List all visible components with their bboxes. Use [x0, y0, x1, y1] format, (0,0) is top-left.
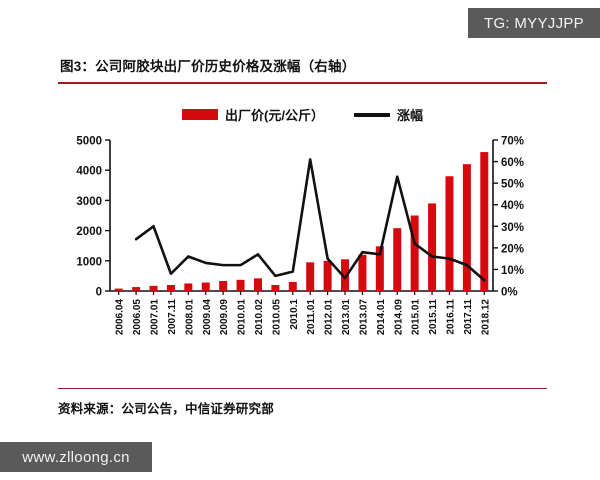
- chart-svg: 0 1000 2000 3000 4000 5000 0% 10% 20% 30% 40% 50% 60…: [76, 135, 524, 335]
- legend-item-line: 涨幅: [353, 105, 423, 124]
- x-axis-tick-label: 2006.05: [132, 298, 143, 335]
- x-axis-tick-label: 2013.01: [341, 298, 352, 335]
- y-axis-right-tick-label: 70%: [501, 135, 524, 147]
- x-axis-tick-label: 2016.11: [445, 298, 456, 334]
- y-axis-right-tick-label: 10%: [501, 265, 524, 277]
- chart-bar: [114, 288, 123, 291]
- x-axis-tick-label: 2018.12: [480, 298, 491, 335]
- chart-bar: [306, 261, 315, 291]
- watermark-bottom-left-text: www.zlloong.cn: [22, 448, 130, 466]
- x-axis-tick-label: 2013.07: [358, 298, 369, 335]
- chart-bar: [462, 163, 471, 291]
- y-axis-left-tick-label: 2000: [76, 226, 102, 238]
- chart-line: [134, 157, 486, 282]
- y-axis-left-tick-label: 4000: [76, 165, 102, 177]
- x-axis-tick-label: 2008.01: [184, 298, 195, 335]
- x-axis-tick-label: 2017.11: [463, 298, 474, 334]
- x-axis-tick-label: 2007.11: [167, 298, 178, 334]
- legend-line-swatch-icon: [353, 112, 390, 117]
- y-axis-left-tick-label: 1000: [76, 256, 102, 268]
- y-axis-right-tick-label: 20%: [501, 243, 524, 255]
- legend-item-bar: 出厂价(元/公斤）: [182, 105, 324, 124]
- chart-bar: [393, 227, 402, 291]
- x-axis-tick-label: 2009.09: [219, 298, 230, 335]
- watermark-top-right-text: TG: MYYJJPP: [484, 14, 584, 32]
- x-axis-tick-label: 2010.05: [271, 298, 282, 335]
- chart-bar: [480, 151, 489, 291]
- chart-legend: 出厂价(元/公斤） 涨幅: [58, 104, 547, 126]
- chart-bar: [341, 258, 350, 291]
- x-axis-tick-label: 2014.01: [376, 298, 387, 335]
- chart-plot-area: 0 1000 2000 3000 4000 5000 0% 10% 20% 30% 40% 50% 60…: [58, 134, 547, 349]
- x-axis-tick-label: 2014.09: [393, 298, 404, 335]
- chart-bar: [410, 215, 419, 291]
- chart-bar: [428, 203, 437, 291]
- chart-bar: [149, 285, 158, 291]
- y-axis-right-tick-label: 0%: [501, 286, 518, 298]
- chart-bar: [236, 279, 245, 291]
- legend-item-bar-label: 出厂价(元/公斤）: [225, 108, 324, 124]
- chart-bar: [132, 286, 141, 291]
- chart-bar: [271, 284, 280, 291]
- x-axis-tick-label: 2009.04: [202, 298, 213, 335]
- x-axis-tick-label: 2010.02: [254, 298, 265, 335]
- x-axis-tick-label: 2015.11: [428, 298, 439, 334]
- chart-bar: [323, 260, 332, 291]
- figure-card: 图3：公司阿胶块出厂价历史价格及涨幅（右轴） 出厂价(元/公斤） 涨幅 0 100…: [58, 47, 547, 425]
- figure-title: 图3：公司阿胶块出厂价历史价格及涨幅（右轴）: [60, 59, 356, 74]
- x-axis-tick-label: 2010.1: [289, 298, 300, 329]
- x-axis-tick-label: 2010.01: [237, 298, 248, 335]
- chart-bar: [166, 284, 175, 291]
- chart-bar: [201, 282, 210, 291]
- watermark-top-right: TG: MYYJJPP: [468, 8, 600, 38]
- y-axis-right-tick-label: 40%: [501, 200, 524, 212]
- chart-bar: [184, 283, 193, 291]
- y-axis-right-tick-label: 30%: [501, 221, 524, 233]
- chart-bar: [288, 281, 297, 291]
- x-axis-tick-label: 2006.04: [115, 298, 126, 335]
- chart-bar: [358, 254, 367, 291]
- source-divider: [58, 387, 547, 389]
- y-axis-left-tick-label: 5000: [76, 135, 102, 147]
- legend-item-line-label: 涨幅: [396, 108, 423, 124]
- y-axis-right-tick-label: 50%: [501, 178, 524, 190]
- y-axis-left-tick-label: 3000: [76, 195, 102, 207]
- x-axis-tick-label: 2011.01: [306, 298, 317, 334]
- x-axis-tick-label: 2015.01: [411, 298, 422, 335]
- figure-source: 资料来源：公司公告，中信证券研究部: [58, 402, 274, 416]
- x-axis-tick-label: 2007.01: [150, 298, 161, 335]
- chart-bar: [375, 245, 384, 291]
- y-axis-left-tick-label: 0: [96, 286, 102, 298]
- y-axis-right-tick-label: 60%: [501, 157, 524, 169]
- x-axis-tick-label: 2012.01: [324, 298, 335, 335]
- figure-footer: 资料来源：公司公告，中信证券研究部: [58, 387, 547, 417]
- watermark-bottom-left: www.zlloong.cn: [0, 442, 152, 472]
- chart-bar: [253, 277, 262, 291]
- chart-bar: [445, 175, 454, 291]
- chart-bar: [219, 280, 228, 291]
- title-divider: [58, 82, 547, 84]
- legend-bar-swatch-icon: [182, 109, 219, 121]
